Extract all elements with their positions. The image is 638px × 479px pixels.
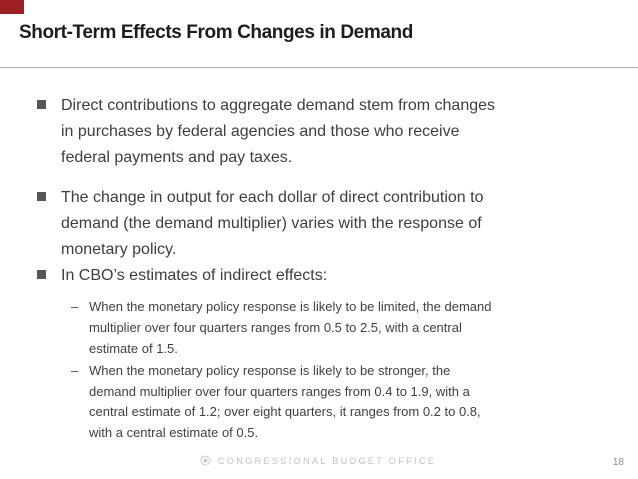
footer: CONGRESSIONAL BUDGET OFFICE xyxy=(200,455,436,466)
bullet-line: in purchases by federal agencies and tho… xyxy=(61,123,460,140)
bullet-line: In CBO’s estimates of indirect effects: xyxy=(61,267,328,284)
sub-bullet-line: multiplier over four quarters ranges fro… xyxy=(89,320,462,335)
sub-bullet-line: When the monetary policy response is lik… xyxy=(89,299,492,314)
bullet-text: The change in output for each dollar of … xyxy=(61,185,483,263)
bullet-text: Direct contributions to aggregate demand… xyxy=(61,93,495,171)
sub-bullet-line: estimate of 1.5. xyxy=(89,341,178,356)
bullet-item: Direct contributions to aggregate demand… xyxy=(37,93,618,171)
bullet-line: federal payments and pay taxes. xyxy=(61,149,293,166)
sub-bullet-text: When the monetary policy response is lik… xyxy=(89,296,491,359)
square-bullet-icon xyxy=(37,100,46,109)
square-bullet-icon xyxy=(37,192,46,201)
square-bullet-icon xyxy=(37,270,46,279)
sub-bullet-item: – When the monetary policy response is l… xyxy=(71,361,612,443)
bullet-line: demand (the demand multiplier) varies wi… xyxy=(61,215,482,232)
title-divider xyxy=(0,67,638,68)
slide-title: Short-Term Effects From Changes in Deman… xyxy=(19,22,413,43)
bullet-line: The change in output for each dollar of … xyxy=(61,189,484,206)
bullet-line: Direct contributions to aggregate demand… xyxy=(61,97,496,114)
sub-bullet-line: demand multiplier over four quarters ran… xyxy=(89,383,470,399)
bullet-item: In CBO’s estimates of indirect effects: xyxy=(37,263,618,289)
bullet-text: In CBO’s estimates of indirect effects: xyxy=(61,263,327,289)
bullet-item: The change in output for each dollar of … xyxy=(37,185,618,263)
page-number: 18 xyxy=(612,457,624,468)
dash-bullet-icon: – xyxy=(71,299,79,314)
sub-bullet-line: When the monetary policy response is lik… xyxy=(89,363,451,378)
sub-bullet-text: When the monetary policy response is lik… xyxy=(89,361,481,443)
bullet-line: monetary policy. xyxy=(61,241,177,258)
footer-org-name: CONGRESSIONAL BUDGET OFFICE xyxy=(218,455,437,466)
dash-bullet-icon: – xyxy=(71,363,79,378)
sub-bullet-line: central estimate of 1.2; over eight quar… xyxy=(89,404,481,419)
sub-bullet-line: with a central estimate of 0.5. xyxy=(89,424,259,440)
cbo-seal-icon xyxy=(200,455,211,466)
cbo-red-corner-mark xyxy=(0,0,24,14)
sub-bullet-item: – When the monetary policy response is l… xyxy=(71,296,612,359)
